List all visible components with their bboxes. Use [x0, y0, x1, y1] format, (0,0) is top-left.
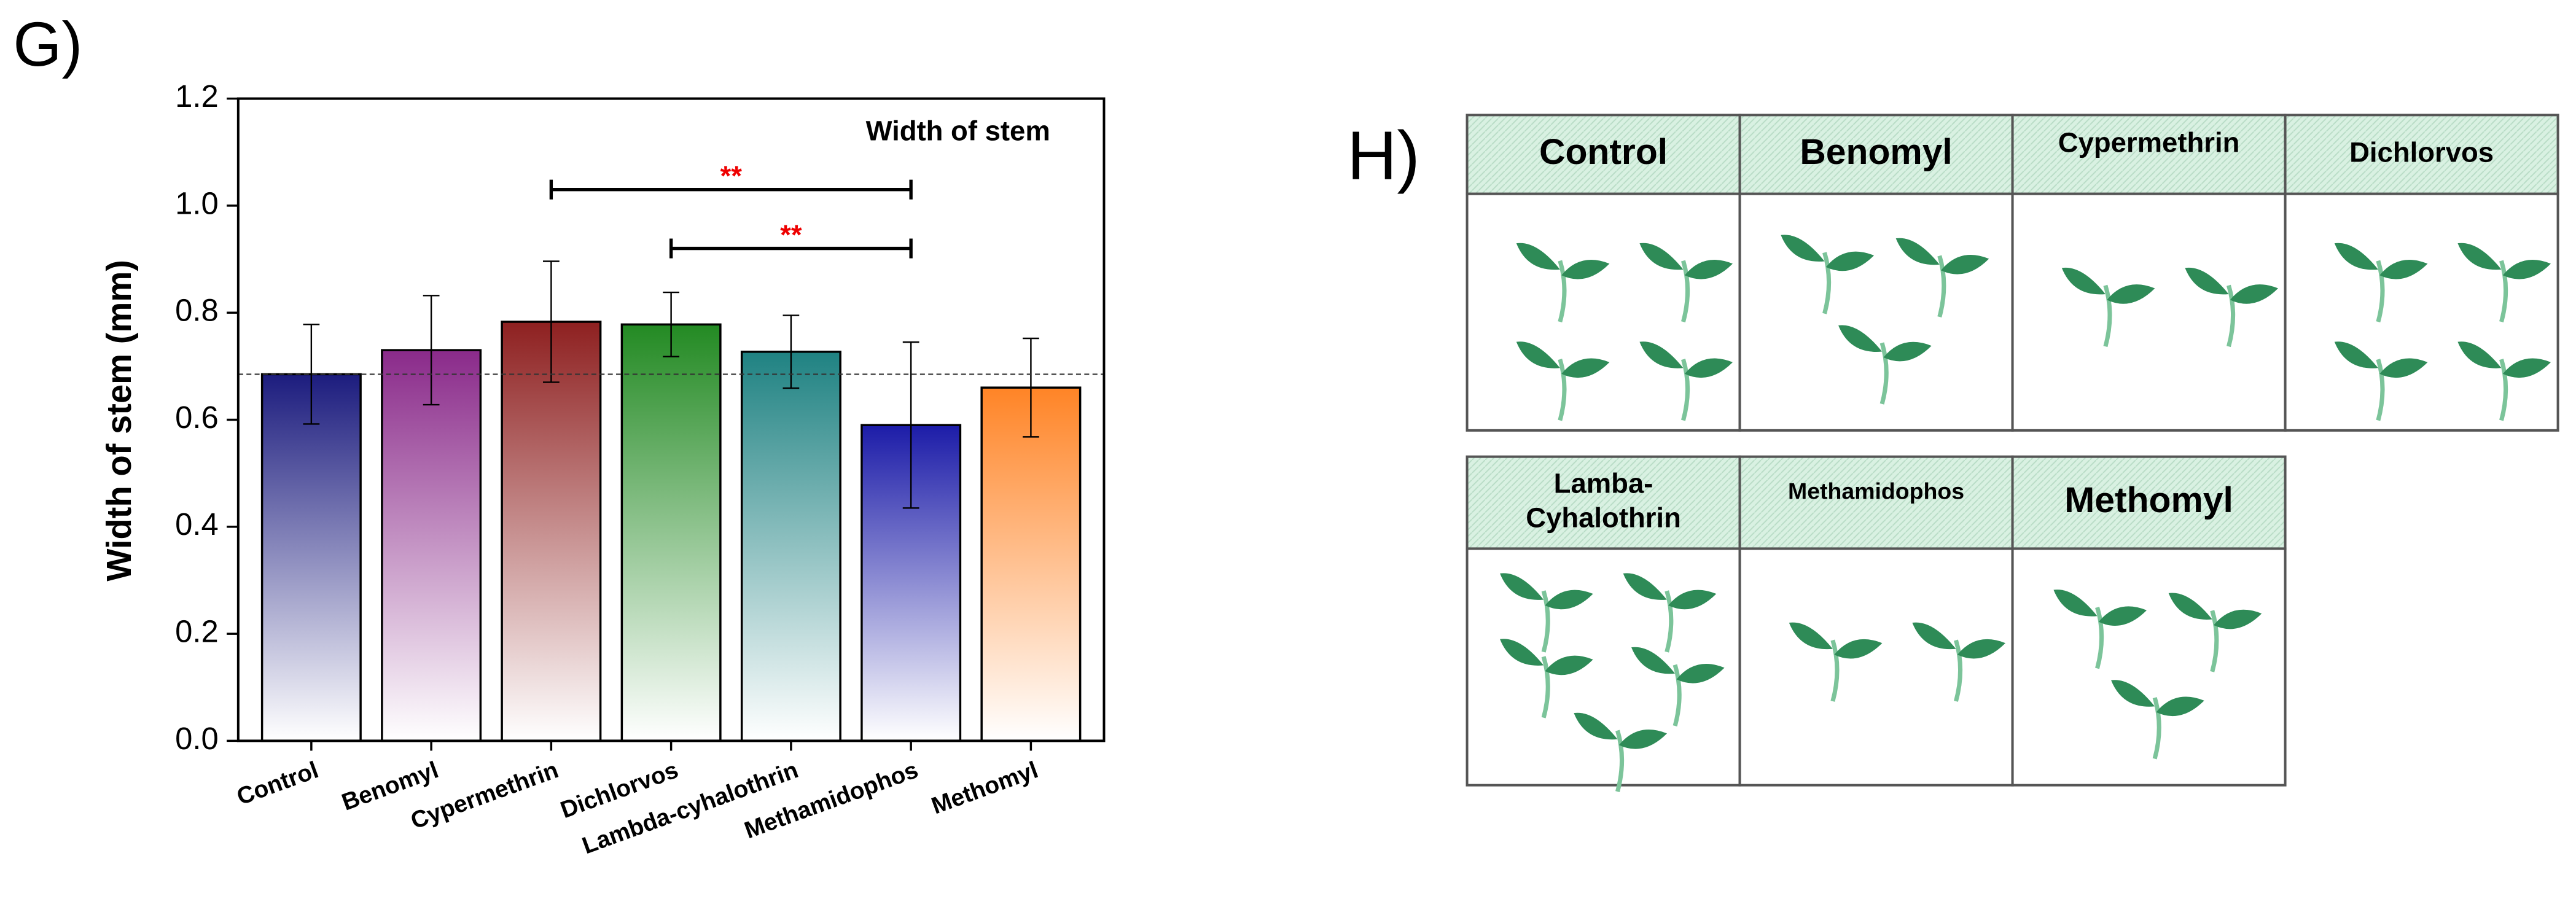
bar: [501, 321, 602, 742]
error-bar: [783, 314, 800, 389]
x-tick-label: Methomyl: [928, 757, 1042, 819]
error-bar: [902, 341, 919, 509]
header-label: Benomyl: [1800, 132, 1952, 172]
significance-label: **: [780, 219, 802, 251]
header-label: Cyhalothrin: [1526, 502, 1681, 534]
error-bar: [1023, 337, 1039, 438]
body-cell: [1738, 192, 2014, 432]
header-cell: [1466, 114, 1741, 195]
y-tick-label: 1.2: [175, 79, 219, 114]
body-cell: [1466, 192, 1741, 432]
bar: [260, 373, 362, 742]
error-bar: [543, 260, 560, 383]
header-label: Cypermethrin: [2058, 127, 2240, 158]
y-tick-label: 0.4: [175, 507, 219, 542]
header-cell: [2011, 114, 2287, 195]
significance-bracket: [549, 179, 913, 200]
header-cell: [2284, 114, 2559, 195]
x-tick-label: Control: [233, 757, 322, 811]
header-label: Lamba-: [1554, 467, 1653, 499]
y-axis-label: Width of stem (mm): [100, 260, 138, 582]
header-label: Methomyl: [2064, 480, 2233, 520]
y-tick-label: 0.2: [175, 614, 219, 649]
error-bar: [423, 295, 440, 406]
panel-label: G): [13, 9, 82, 79]
header-label: Dichlorvos: [2349, 137, 2494, 168]
panel-label: H): [1347, 117, 1420, 194]
bar: [740, 351, 841, 742]
chart-title: Width of stem: [866, 115, 1050, 147]
error-bar: [303, 324, 320, 425]
y-tick-label: 0.6: [175, 400, 219, 435]
body-cell: [2011, 192, 2287, 432]
header-cell: [1738, 114, 2014, 195]
body-cell: [1738, 547, 2014, 787]
bar: [980, 386, 1082, 742]
body-cell: [2011, 547, 2287, 787]
y-tick-label: 0.0: [175, 721, 219, 756]
y-tick-label: 0.8: [175, 293, 219, 328]
bar: [381, 349, 482, 742]
header-cell: [1466, 455, 1741, 550]
header-label: Methamidophos: [1788, 478, 1964, 504]
y-tick-label: 1.0: [175, 185, 219, 220]
body-cell: [2284, 192, 2559, 432]
significance-bracket: [669, 238, 913, 259]
x-tick-label: Lambda-cyhalothrin: [579, 757, 802, 859]
plot-frame: [236, 97, 1106, 742]
error-bar: [663, 291, 680, 357]
significance-label: **: [720, 160, 743, 192]
header-cell: [1738, 455, 2014, 550]
bar: [620, 323, 722, 742]
header-label: Control: [1539, 132, 1668, 172]
